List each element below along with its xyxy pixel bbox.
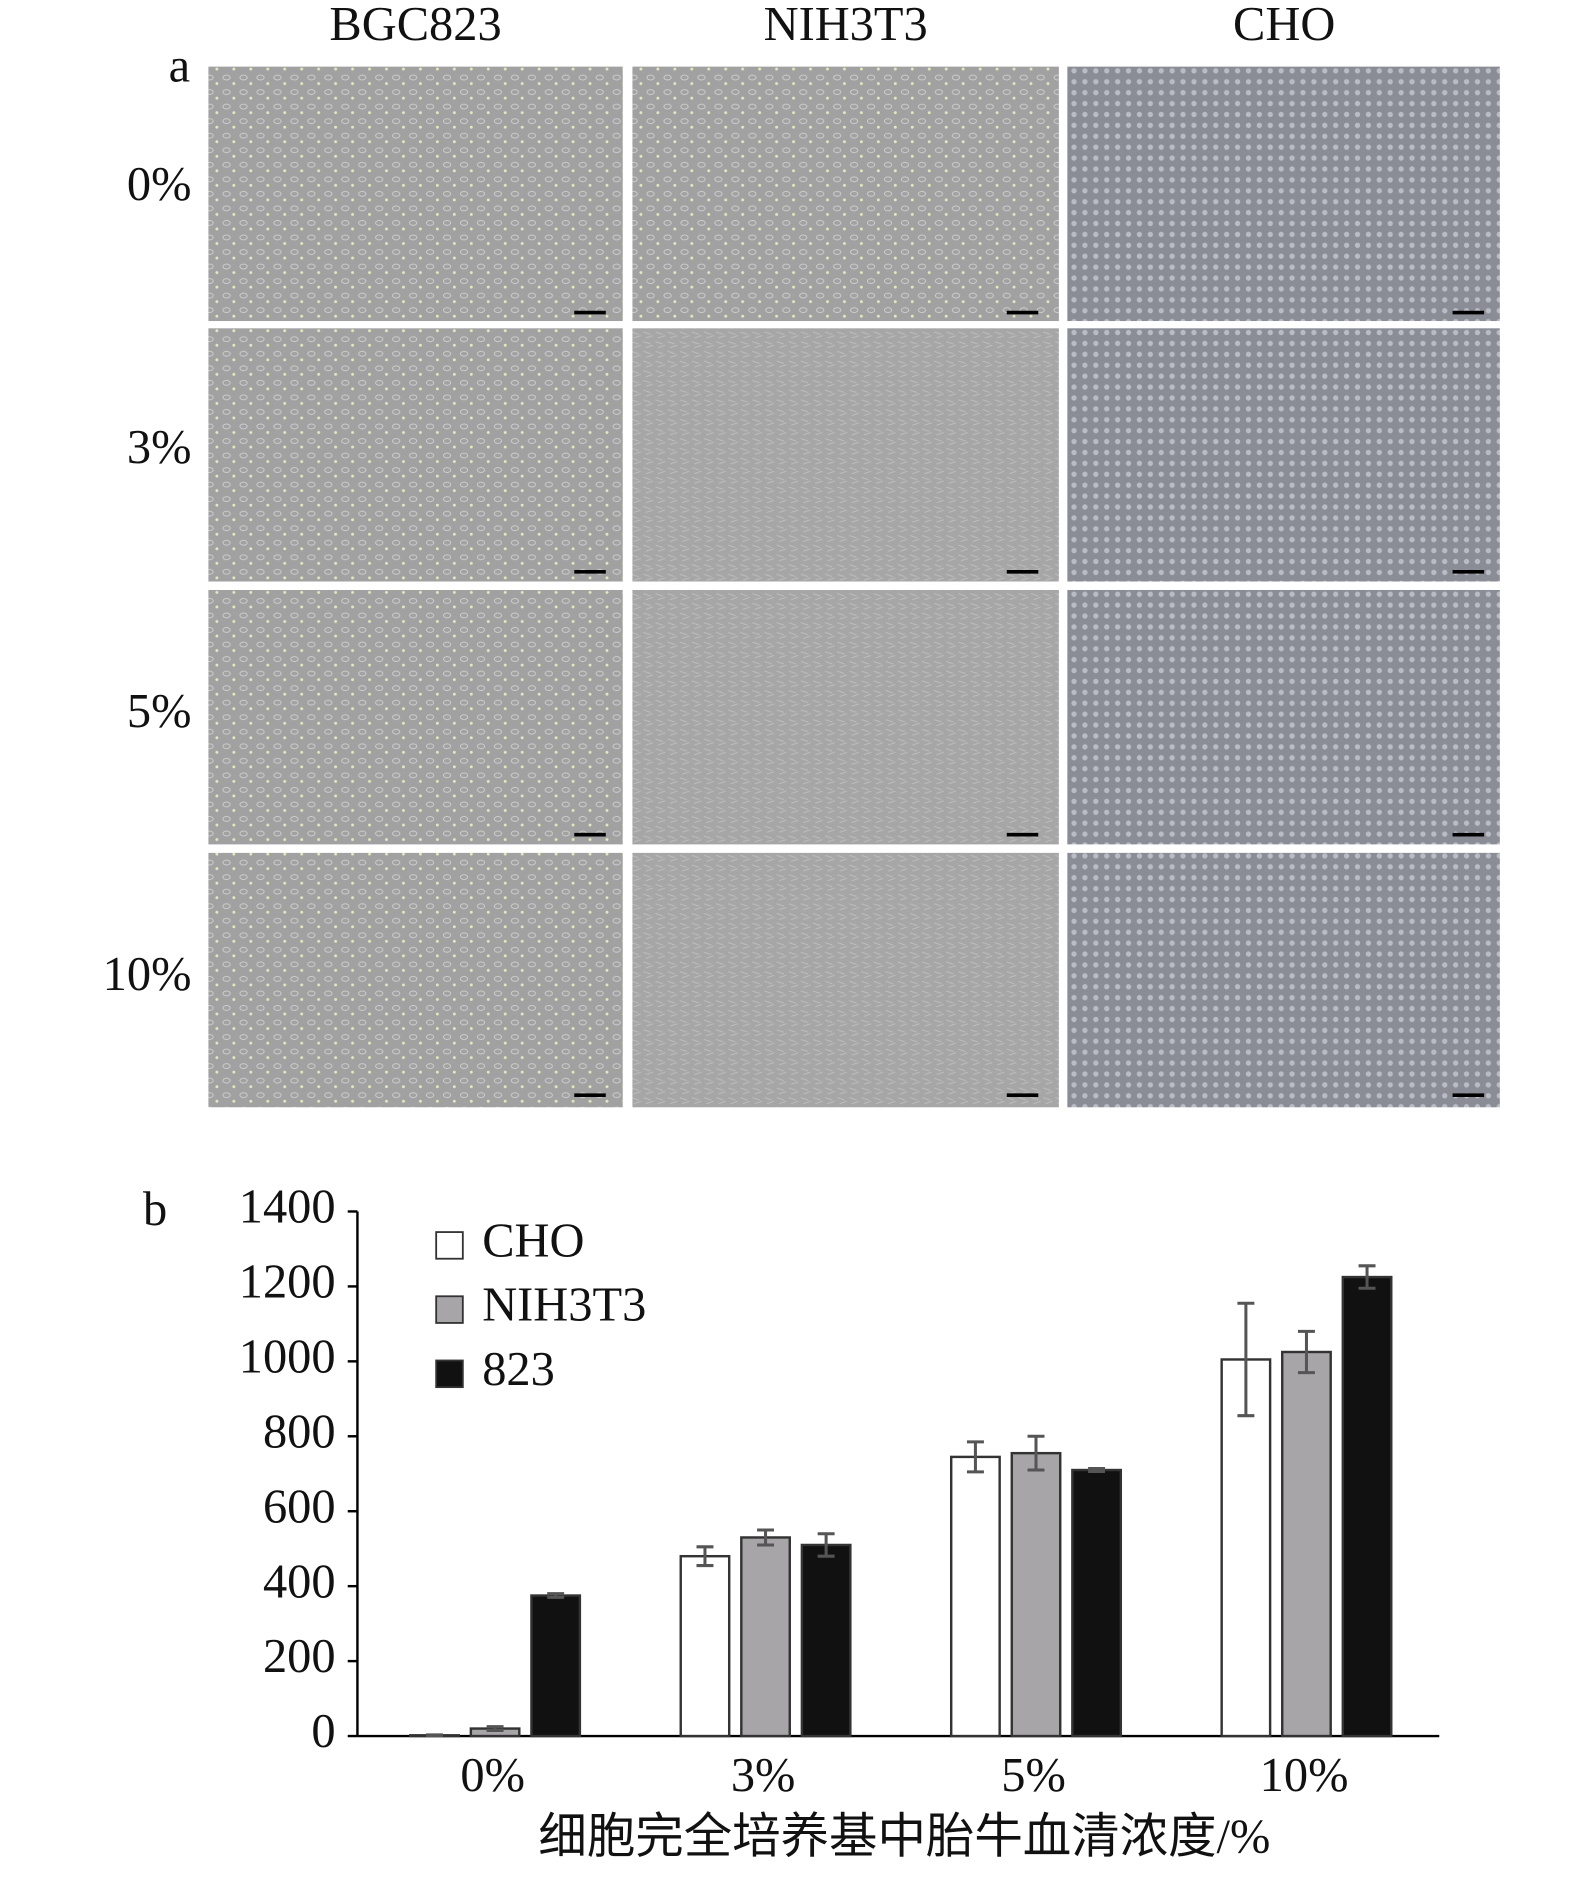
micrograph bbox=[1067, 589, 1500, 845]
micrograph bbox=[208, 852, 623, 1108]
y-tick-label: 1200 bbox=[239, 1256, 336, 1309]
error-bar bbox=[757, 1528, 775, 1547]
micrograph bbox=[208, 66, 623, 322]
error-bar bbox=[1237, 1301, 1255, 1418]
y-tick-label: 1000 bbox=[239, 1330, 336, 1383]
y-tick-label: 200 bbox=[263, 1630, 336, 1683]
x-tick-label: 3% bbox=[731, 1749, 796, 1802]
row-label: 10% bbox=[103, 948, 192, 1001]
y-tick-label: 0 bbox=[311, 1705, 335, 1758]
x-axis-label: 细胞完全培养基中胎牛血清浓度/% bbox=[538, 1810, 1270, 1864]
error-bar bbox=[547, 1592, 565, 1599]
row-label: 5% bbox=[127, 685, 192, 738]
y-tick-label: 1400 bbox=[239, 1181, 336, 1234]
column-label: BGC823 bbox=[329, 0, 501, 51]
error-bar bbox=[1088, 1467, 1106, 1474]
error-bar bbox=[817, 1532, 835, 1558]
micrograph bbox=[208, 328, 623, 582]
bar bbox=[1281, 1350, 1332, 1738]
error-bar bbox=[426, 1733, 443, 1738]
micrograph bbox=[632, 589, 1059, 845]
y-tick-label: 400 bbox=[263, 1555, 336, 1608]
micrograph bbox=[632, 852, 1059, 1108]
error-bar bbox=[696, 1545, 714, 1568]
x-tick-label: 10% bbox=[1260, 1749, 1349, 1802]
x-tick-label: 0% bbox=[460, 1749, 525, 1802]
x-tick-label: 5% bbox=[1001, 1749, 1066, 1802]
bar bbox=[1341, 1275, 1393, 1738]
row-label: 3% bbox=[127, 421, 192, 474]
legend-label: 823 bbox=[482, 1343, 555, 1396]
error-bar bbox=[1297, 1329, 1315, 1375]
error-bar bbox=[1027, 1434, 1045, 1472]
panel-label: a bbox=[169, 39, 191, 92]
micrograph bbox=[1067, 852, 1500, 1108]
y-tick-label: 600 bbox=[263, 1480, 336, 1533]
bar bbox=[530, 1594, 582, 1738]
error-bar bbox=[1358, 1264, 1376, 1290]
scale-bars bbox=[574, 310, 1485, 1097]
bar bbox=[800, 1543, 852, 1738]
micrograph bbox=[632, 328, 1059, 582]
legend-label: NIH3T3 bbox=[482, 1279, 646, 1332]
legend-swatch bbox=[435, 1231, 464, 1260]
bar bbox=[949, 1455, 1001, 1738]
column-label: CHO bbox=[1233, 0, 1335, 51]
micrograph bbox=[632, 66, 1059, 322]
legend-swatch bbox=[435, 1359, 464, 1389]
bar bbox=[679, 1554, 731, 1738]
y-tick-label: 800 bbox=[263, 1405, 336, 1458]
panel-label: b bbox=[143, 1183, 167, 1236]
micrograph bbox=[1067, 66, 1500, 322]
micrographs bbox=[208, 66, 1500, 1108]
legend-label: CHO bbox=[482, 1215, 584, 1268]
error-bar bbox=[966, 1440, 984, 1474]
legend-swatch bbox=[435, 1295, 464, 1324]
bar bbox=[1071, 1468, 1123, 1738]
micrograph bbox=[1067, 328, 1500, 582]
bar bbox=[1010, 1451, 1062, 1738]
micrograph bbox=[208, 589, 623, 845]
row-label: 0% bbox=[127, 158, 192, 211]
column-label: NIH3T3 bbox=[764, 0, 928, 51]
bar bbox=[740, 1536, 791, 1738]
error-bar bbox=[486, 1725, 504, 1732]
